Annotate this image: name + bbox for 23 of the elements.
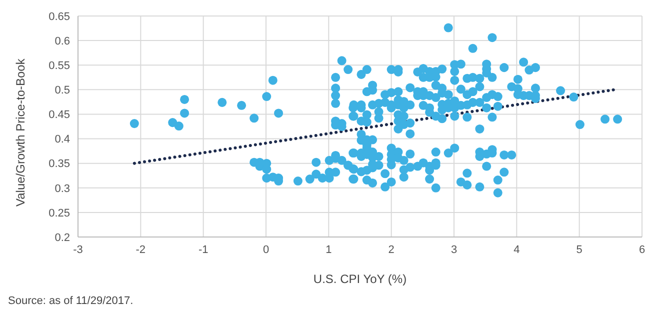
y-tick-label: 0.2 (54, 232, 70, 244)
y-tick-label: 0.3 (54, 182, 70, 195)
x-tick-label: 6 (638, 244, 646, 256)
x-tick-label: 4 (514, 244, 520, 256)
x-tick-label: 2 (388, 244, 394, 256)
x-tick-label: 0 (262, 244, 270, 256)
y-tick-label: 0.6 (54, 35, 70, 48)
y-axis-title: Value/Growth Price-to-Book (13, 58, 28, 206)
x-axis-title: U.S. CPI YoY (%) (313, 272, 407, 286)
y-tick-label: 0.25 (48, 207, 70, 220)
y-tick-label: 0.45 (48, 109, 70, 122)
x-tick-label: 5 (576, 244, 582, 256)
y-tick-label: 0.5 (54, 84, 70, 97)
x-tick-label: -2 (136, 244, 146, 256)
x-tick-label: -1 (198, 244, 208, 256)
source-note: Source: as of 11/29/2017. (8, 295, 134, 307)
y-tick-label: 0.55 (48, 60, 70, 72)
x-tick-label: 3 (450, 244, 458, 256)
x-tick-label: 1 (326, 244, 332, 256)
y-tick-label: 0.65 (48, 10, 70, 23)
y-tick-label: 0.35 (48, 158, 70, 170)
y-tick-label: 0.4 (54, 134, 70, 146)
x-tick-label: -3 (73, 244, 83, 256)
